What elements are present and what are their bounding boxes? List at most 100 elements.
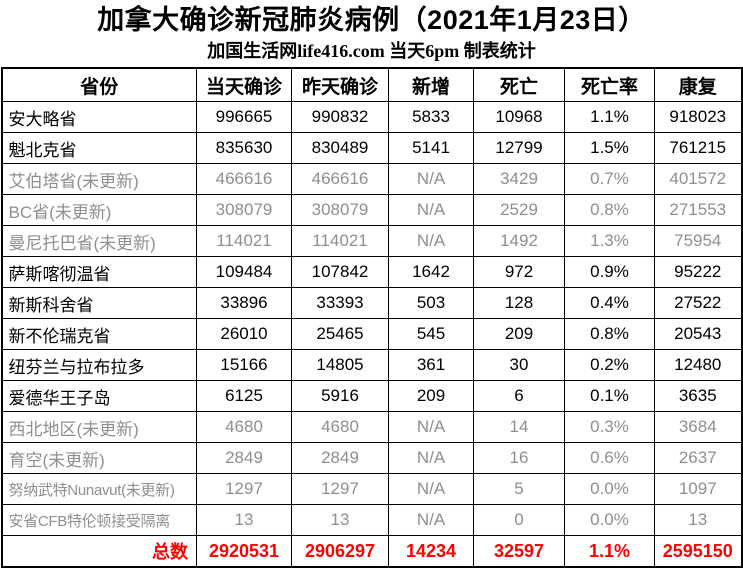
new-cell: N/A [388, 411, 474, 443]
today-cell: 2849 [196, 442, 292, 474]
header-recovered: 康复 [654, 67, 742, 102]
table-body: 安大略省 996665 990832 5833 10968 1.1% 918023 魁北克省 8… [1, 101, 742, 536]
yesterday-cell: 13 [291, 504, 389, 536]
deaths-cell: 14 [473, 411, 565, 443]
table-row: 艾伯塔省(未更新) 466616 466616 N/A 3429 0.7% 401572 [1, 163, 742, 195]
header-new: 新增 [388, 67, 474, 102]
covid-stats-table: 省份 当天确诊 昨天确诊 新增 死亡 死亡率 康复 安大略省 996665 9908… [0, 67, 743, 568]
total-label: 总数 [1, 535, 197, 568]
yesterday-cell: 466616 [291, 163, 389, 195]
today-cell: 4680 [196, 411, 292, 443]
deaths-cell: 128 [473, 287, 565, 319]
deaths-cell: 30 [473, 349, 565, 381]
new-cell: 5141 [388, 132, 474, 164]
new-cell: 209 [388, 380, 474, 412]
today-cell: 6125 [196, 380, 292, 412]
page-subtitle: 加国生活网life416.com 当天6pm 制表统计 [207, 41, 536, 61]
yesterday-cell: 990832 [291, 101, 389, 133]
table-row: 新斯科舍省 33896 33393 503 128 0.4% 27522 [1, 287, 742, 319]
deaths-cell: 1492 [473, 225, 565, 257]
rate-cell: 1.3% [564, 225, 655, 257]
table-row: BC省(未更新) 308079 308079 N/A 2529 0.8% 271553 [1, 194, 742, 226]
rate-cell: 0.0% [564, 504, 655, 536]
today-cell: 1297 [196, 473, 292, 505]
today-cell: 33896 [196, 287, 292, 319]
province-cell: 西北地区(未更新) [1, 411, 197, 443]
yesterday-cell: 33393 [291, 287, 389, 319]
rate-cell: 0.9% [564, 256, 655, 288]
yesterday-cell: 5916 [291, 380, 389, 412]
rate-cell: 0.8% [564, 318, 655, 350]
province-cell: 努纳武特Nunavut(未更新) [1, 473, 197, 505]
yesterday-cell: 308079 [291, 194, 389, 226]
today-cell: 13 [196, 504, 292, 536]
recovered-cell: 12480 [654, 349, 742, 381]
new-cell: N/A [388, 442, 474, 474]
total-death-rate: 1.1% [564, 535, 655, 568]
province-cell: 安大略省 [1, 101, 197, 133]
rate-cell: 0.7% [564, 163, 655, 195]
header-death-rate: 死亡率 [564, 67, 655, 102]
yesterday-cell: 114021 [291, 225, 389, 257]
deaths-cell: 972 [473, 256, 565, 288]
yesterday-cell: 2849 [291, 442, 389, 474]
total-recovered: 2595150 [654, 535, 742, 568]
deaths-cell: 3429 [473, 163, 565, 195]
recovered-cell: 401572 [654, 163, 742, 195]
recovered-cell: 1097 [654, 473, 742, 505]
total-new: 14234 [388, 535, 474, 568]
deaths-cell: 16 [473, 442, 565, 474]
today-cell: 835630 [196, 132, 292, 164]
province-cell: 新斯科舍省 [1, 287, 197, 319]
today-cell: 308079 [196, 194, 292, 226]
recovered-cell: 271553 [654, 194, 742, 226]
table-row: 新不伦瑞克省 26010 25465 545 209 0.8% 20543 [1, 318, 742, 350]
new-cell: N/A [388, 504, 474, 536]
new-cell: 545 [388, 318, 474, 350]
new-cell: 503 [388, 287, 474, 319]
header-row: 省份 当天确诊 昨天确诊 新增 死亡 死亡率 康复 [1, 67, 742, 102]
rate-cell: 0.1% [564, 380, 655, 412]
yesterday-cell: 107842 [291, 256, 389, 288]
deaths-cell: 10968 [473, 101, 565, 133]
recovered-cell: 13 [654, 504, 742, 536]
rate-cell: 0.3% [564, 411, 655, 443]
rate-cell: 0.4% [564, 287, 655, 319]
province-cell: 艾伯塔省(未更新) [1, 163, 197, 195]
rate-cell: 0.6% [564, 442, 655, 474]
header-deaths: 死亡 [473, 67, 565, 102]
deaths-cell: 6 [473, 380, 565, 412]
rate-cell: 1.1% [564, 101, 655, 133]
deaths-cell: 2529 [473, 194, 565, 226]
rate-cell: 0.8% [564, 194, 655, 226]
rate-cell: 1.5% [564, 132, 655, 164]
new-cell: N/A [388, 194, 474, 226]
yesterday-cell: 1297 [291, 473, 389, 505]
recovered-cell: 918023 [654, 101, 742, 133]
yesterday-cell: 4680 [291, 411, 389, 443]
today-cell: 114021 [196, 225, 292, 257]
recovered-cell: 3684 [654, 411, 742, 443]
rate-cell: 0.2% [564, 349, 655, 381]
total-row: 总数 2920531 2906297 14234 32597 1.1% 2595… [1, 535, 742, 568]
deaths-cell: 5 [473, 473, 565, 505]
table-row: 安大略省 996665 990832 5833 10968 1.1% 918023 [1, 101, 742, 133]
new-cell: N/A [388, 225, 474, 257]
total-yesterday: 2906297 [291, 535, 389, 568]
province-cell: 萨斯喀彻温省 [1, 256, 197, 288]
province-cell: 安省CFB特伦顿接受隔离 [1, 504, 197, 536]
recovered-cell: 20543 [654, 318, 742, 350]
table-row: 爱德华王子岛 6125 5916 209 6 0.1% 3635 [1, 380, 742, 412]
recovered-cell: 2637 [654, 442, 742, 474]
page-title: 加拿大确诊新冠肺炎病例（2021年1月23日） [97, 5, 646, 35]
deaths-cell: 209 [473, 318, 565, 350]
header-today: 当天确诊 [196, 67, 292, 102]
total-today: 2920531 [196, 535, 292, 568]
province-cell: 育空(未更新) [1, 442, 197, 474]
today-cell: 26010 [196, 318, 292, 350]
table-row: 魁北克省 835630 830489 5141 12799 1.5% 761215 [1, 132, 742, 164]
table-row: 萨斯喀彻温省 109484 107842 1642 972 0.9% 95222 [1, 256, 742, 288]
province-cell: 曼尼托巴省(未更新) [1, 225, 197, 257]
today-cell: 109484 [196, 256, 292, 288]
today-cell: 15166 [196, 349, 292, 381]
